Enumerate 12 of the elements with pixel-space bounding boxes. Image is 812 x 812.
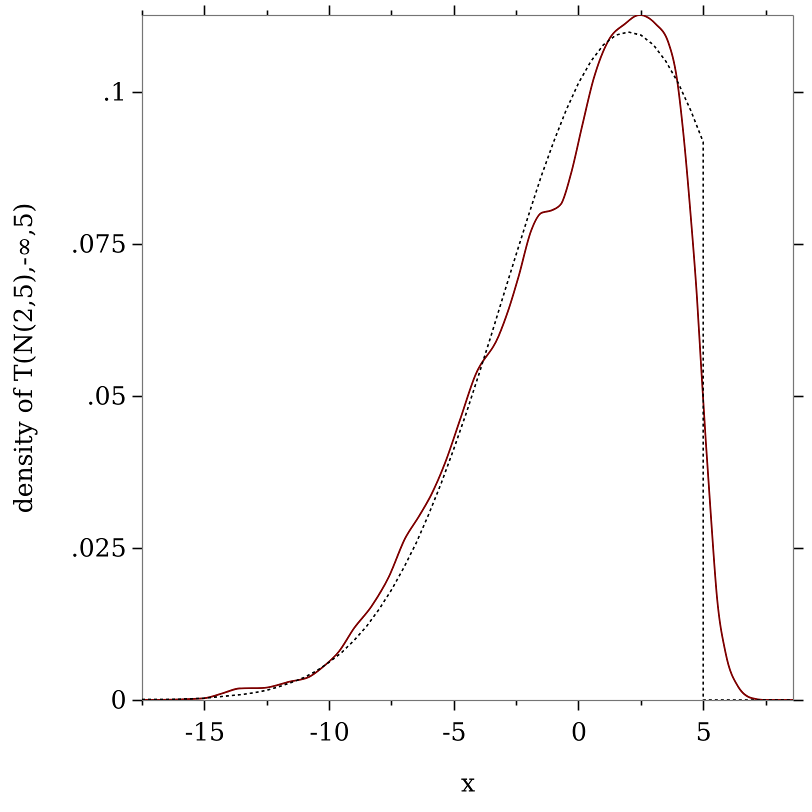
x-tick-label: -10 [309,718,350,746]
y-tick-label: 0 [110,686,126,714]
y-tick-label: .05 [86,382,126,411]
x-tick-label: -15 [184,718,225,746]
x-tick-label: 5 [696,718,712,746]
y-tick-label: .075 [70,230,126,259]
x-axis-title: x [460,768,476,798]
y-axis-title: density of T(N(2,5),-∞,5) [8,202,38,514]
y-tick-label: .025 [70,534,126,563]
x-tick-label: -5 [442,718,466,746]
y-tick-label: .1 [102,78,126,107]
x-tick-label: 0 [571,718,587,746]
